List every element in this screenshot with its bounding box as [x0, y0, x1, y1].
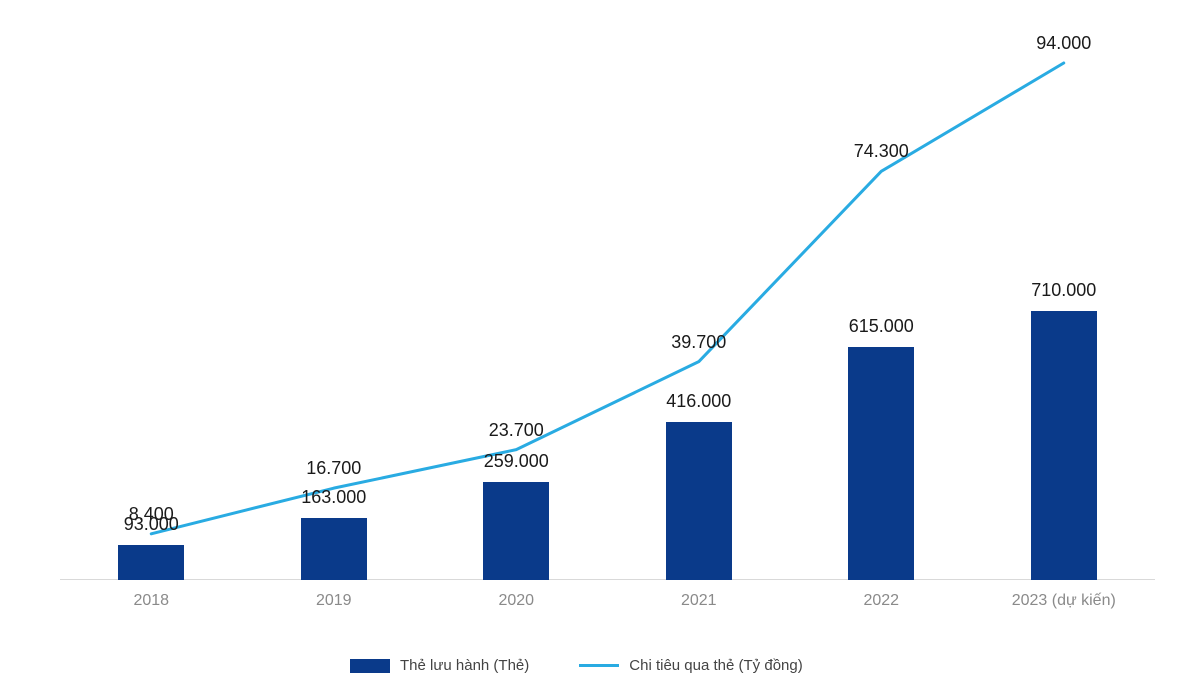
line-value-label: 16.700	[306, 458, 361, 479]
legend-label: Thẻ lưu hành (Thẻ)	[400, 657, 529, 674]
line-value-label: 74.300	[854, 141, 909, 162]
bar	[666, 422, 732, 580]
line-series-polyline	[151, 63, 1064, 534]
category-label: 2022	[863, 592, 899, 610]
bar	[118, 545, 184, 580]
category-label: 2021	[681, 592, 717, 610]
legend-swatch-line	[579, 664, 619, 667]
category-label: 2018	[133, 592, 169, 610]
bar-value-label: 163.000	[301, 487, 366, 508]
bar-value-label: 416.000	[666, 391, 731, 412]
legend-item: Chi tiêu qua thẻ (Tỷ đồng)	[579, 657, 802, 674]
line-value-label: 39.700	[671, 332, 726, 353]
category-label: 2023 (dự kiến)	[1012, 592, 1116, 610]
combo-chart: 93.0008.400163.00016.700259.00023.700416…	[0, 0, 1200, 700]
line-value-label: 94.000	[1036, 33, 1091, 54]
line-series-svg	[60, 30, 1155, 580]
line-value-label: 8.400	[129, 504, 174, 525]
bar	[1031, 311, 1097, 580]
line-value-label: 23.700	[489, 420, 544, 441]
bar	[483, 482, 549, 580]
legend-item: Thẻ lưu hành (Thẻ)	[350, 657, 529, 674]
bar	[848, 347, 914, 580]
plot-area: 93.0008.400163.00016.700259.00023.700416…	[60, 30, 1155, 580]
category-label: 2020	[498, 592, 534, 610]
chart-legend: Thẻ lưu hành (Thẻ) Chi tiêu qua thẻ (Tỷ đ…	[350, 657, 803, 674]
bar-value-label: 615.000	[849, 316, 914, 337]
bar-value-label: 259.000	[484, 451, 549, 472]
bar-value-label: 710.000	[1031, 280, 1096, 301]
bar	[301, 518, 367, 580]
legend-swatch-bar	[350, 659, 390, 673]
category-label: 2019	[316, 592, 352, 610]
legend-label: Chi tiêu qua thẻ (Tỷ đồng)	[629, 657, 802, 674]
